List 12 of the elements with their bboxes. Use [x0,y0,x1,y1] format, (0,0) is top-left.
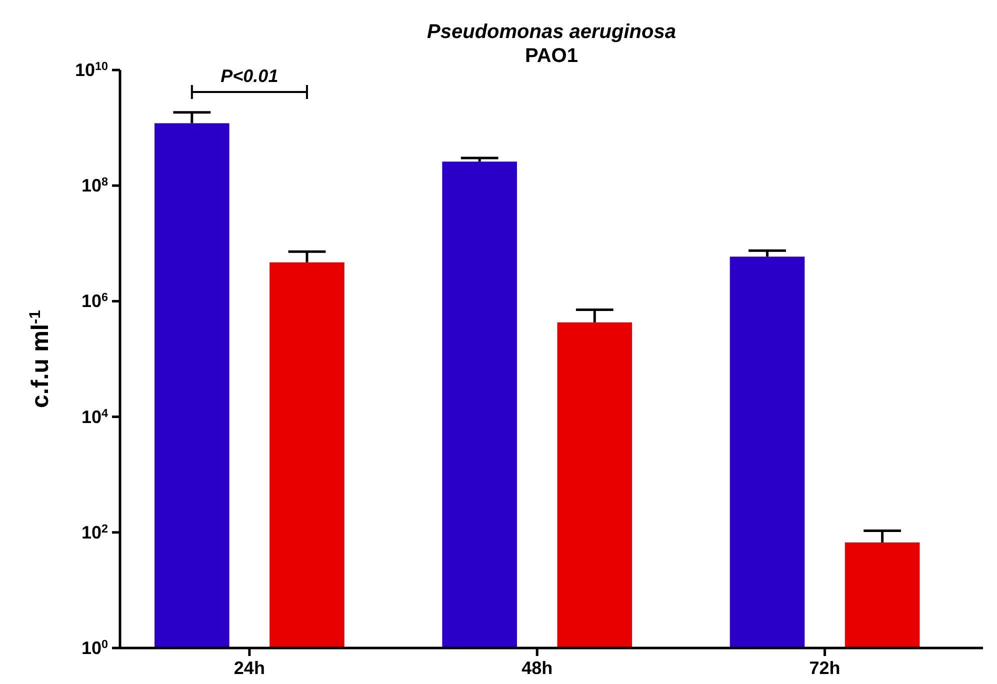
x-tick-label: 72h [809,658,840,678]
y-tick-label: 10$^{2}$ [81,522,108,542]
y-tick-label: 10$^{0}$ [81,638,108,658]
x-tick-label: 48h [522,658,553,678]
annotation: P<0.01 [220,66,278,86]
y-tick-label: 10$^{4}$ [81,406,108,427]
x-tick-label: 24h [234,658,265,678]
chart-title: Pseudomonas aeruginosa [427,21,676,43]
chart-subtitle: PAO1 [525,45,578,67]
y-tick-label: 10$^{6}$ [81,290,108,312]
y-tick-label: 10$^{10}$ [74,60,108,80]
y-tick-label: 10$^{8}$ [81,175,108,196]
